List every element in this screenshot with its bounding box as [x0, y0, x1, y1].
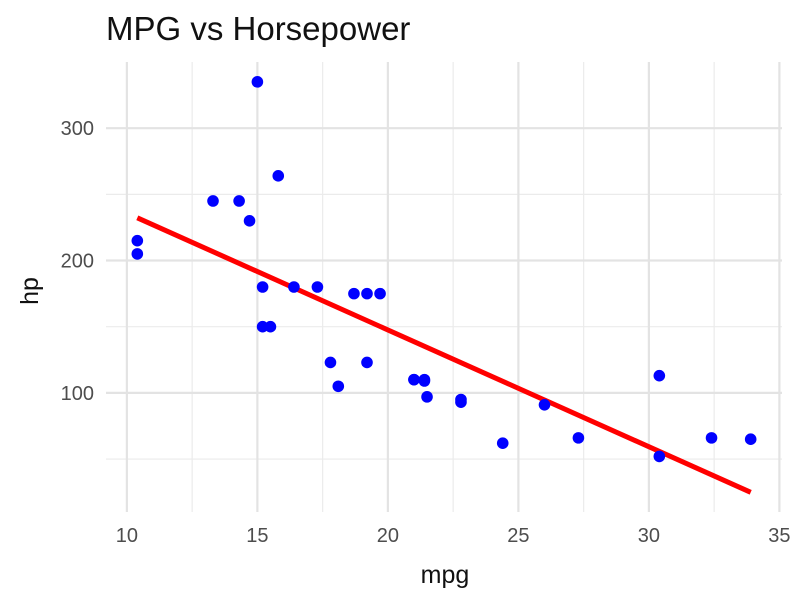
y-tick-labels: 100 200 300	[61, 118, 94, 405]
data-point	[131, 248, 144, 260]
x-tick-label: 35	[768, 525, 790, 547]
data-point	[272, 170, 285, 182]
x-tick-labels: 10 15 20 25 30 35	[116, 525, 791, 547]
y-tick-label: 200	[61, 251, 94, 273]
data-point	[496, 437, 509, 449]
data-point	[653, 450, 666, 463]
y-tick-label: 300	[61, 118, 94, 140]
data-point	[348, 287, 360, 300]
x-tick-label: 10	[116, 525, 138, 547]
data-point	[572, 432, 585, 444]
data-point	[455, 393, 467, 406]
data-point	[233, 195, 245, 207]
fit-line	[136, 215, 752, 495]
x-tick-label: 30	[638, 525, 660, 547]
x-tick-label: 20	[377, 525, 399, 547]
x-tick-label: 15	[246, 525, 268, 547]
x-tick-label: 25	[507, 525, 529, 547]
data-point	[705, 432, 718, 444]
data-point	[256, 281, 269, 293]
data-point	[538, 398, 551, 411]
data-point	[374, 287, 386, 300]
x-axis-title: mpg	[421, 561, 470, 589]
data-point	[131, 234, 144, 247]
points-group	[131, 76, 757, 463]
data-point	[311, 281, 324, 293]
y-axis-title: hp	[16, 277, 44, 305]
data-point	[251, 76, 264, 88]
data-point	[361, 287, 373, 300]
y-tick-label: 100	[61, 383, 94, 405]
data-point	[653, 369, 666, 382]
data-point	[332, 380, 345, 393]
data-point	[288, 281, 300, 293]
data-point	[324, 356, 337, 369]
grid	[106, 62, 782, 512]
data-point	[418, 375, 431, 387]
data-point	[421, 391, 433, 403]
data-point	[744, 433, 757, 446]
data-point	[243, 215, 256, 227]
chart-title: MPG vs Horsepower	[106, 10, 411, 47]
data-point	[408, 373, 420, 386]
data-point	[207, 195, 219, 207]
data-point	[256, 320, 269, 333]
data-point	[361, 356, 373, 369]
fit-line-group	[136, 215, 752, 495]
